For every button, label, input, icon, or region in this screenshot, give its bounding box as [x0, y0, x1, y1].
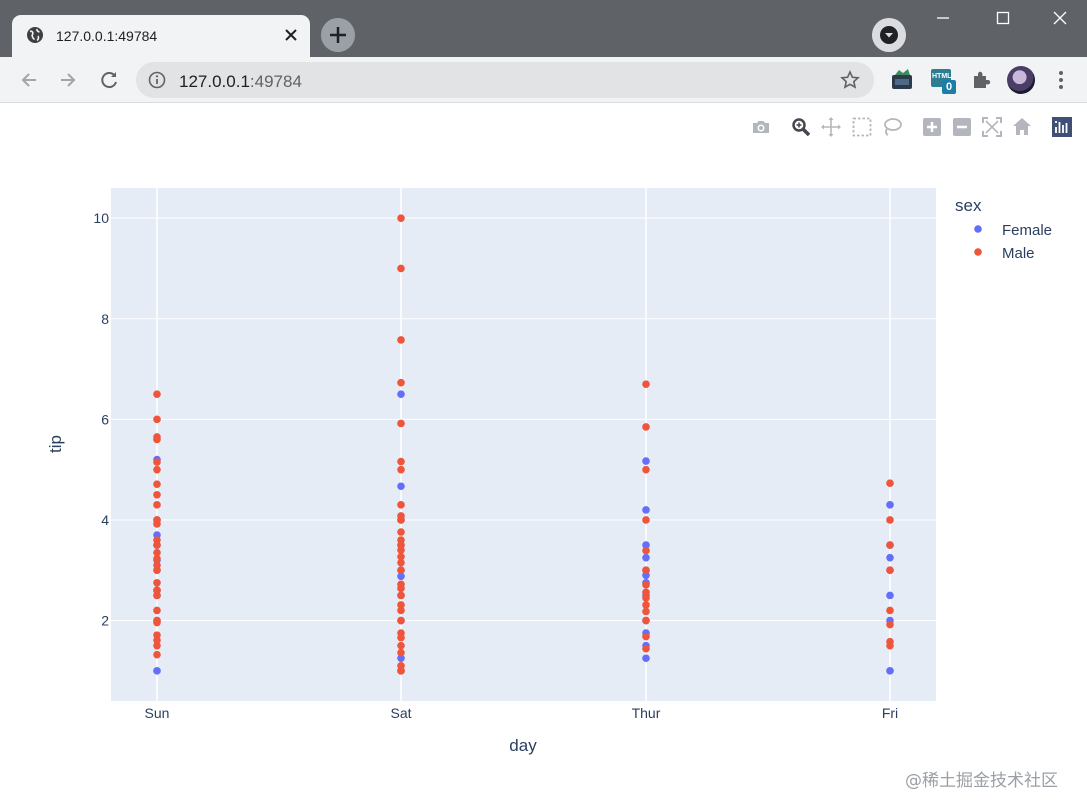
info-icon[interactable] [148, 71, 166, 89]
tab-search-icon[interactable] [872, 18, 906, 52]
browser-toolbar: 127.0.0.1:49784 HTML 0 [0, 57, 1087, 103]
extension-badge: 0 [942, 80, 956, 94]
more-menu-icon[interactable] [1048, 67, 1074, 93]
url-host: 127.0.0.1 [179, 72, 250, 91]
legend-marker-male [974, 248, 982, 256]
plotly-logo-icon[interactable] [1051, 116, 1073, 138]
maximize-window-icon[interactable] [983, 4, 1023, 32]
new-tab-icon[interactable] [321, 18, 355, 52]
html-extension-label: HTML [932, 73, 952, 80]
reload-icon[interactable] [94, 65, 124, 95]
browser-tab[interactable]: 127.0.0.1:49784 [12, 15, 310, 57]
back-icon[interactable] [14, 65, 44, 95]
close-window-icon[interactable] [1040, 4, 1080, 32]
puzzle-extensions-icon[interactable] [968, 67, 994, 93]
plot-area[interactable] [111, 188, 936, 701]
bookmark-star-icon[interactable] [840, 70, 860, 90]
zoom-out-icon[interactable] [951, 116, 973, 138]
autoscale-icon[interactable] [981, 116, 1003, 138]
browser-titlebar: 127.0.0.1:49784 [0, 0, 1087, 57]
globe-icon [27, 27, 43, 43]
zoom-icon[interactable] [790, 116, 812, 138]
zoom-in-icon[interactable] [921, 116, 943, 138]
url-text: 127.0.0.1:49784 [179, 72, 302, 92]
profile-avatar[interactable] [1007, 66, 1035, 94]
watermark: @稀土掘金技术社区 [905, 771, 1058, 791]
tab-title: 127.0.0.1:49784 [56, 28, 158, 44]
camera-icon[interactable] [750, 116, 772, 138]
lasso-select-icon[interactable] [881, 116, 903, 138]
legend-label-female: Female [1002, 222, 1052, 239]
close-tab-icon[interactable] [282, 26, 300, 44]
address-bar[interactable]: 127.0.0.1:49784 [136, 62, 874, 98]
legend-item-female[interactable]: Female [974, 222, 1052, 239]
pan-icon[interactable] [820, 116, 842, 138]
legend-marker-female [974, 225, 982, 233]
html-extension-icon[interactable]: HTML 0 [929, 67, 956, 94]
extension-app-icon[interactable] [889, 67, 915, 93]
url-port: :49784 [249, 72, 302, 91]
legend-label-male: Male [1002, 245, 1035, 262]
minimize-window-icon[interactable] [923, 4, 963, 32]
box-select-icon[interactable] [851, 116, 873, 138]
legend-item-male[interactable]: Male [974, 245, 1035, 262]
reset-axes-icon[interactable] [1011, 116, 1033, 138]
forward-icon[interactable] [53, 65, 83, 95]
